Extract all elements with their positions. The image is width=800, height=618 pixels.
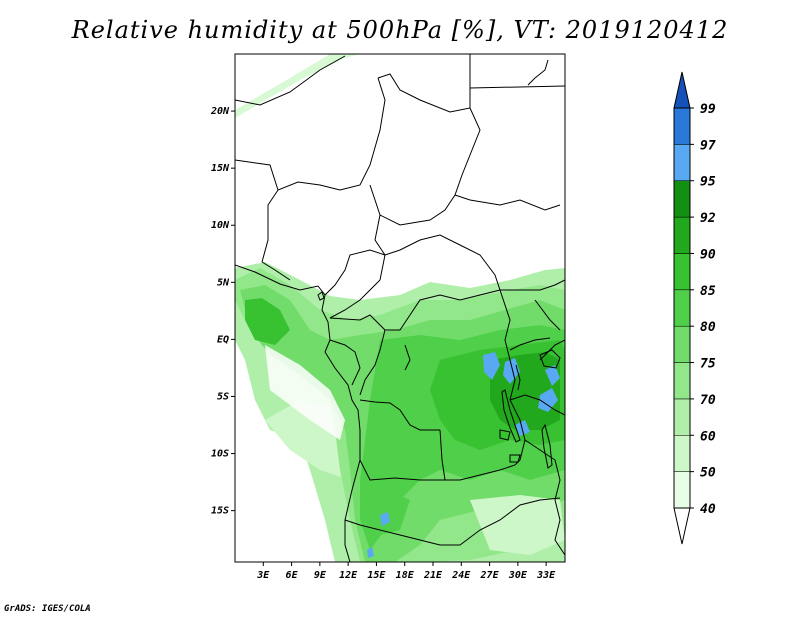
colorbar-box bbox=[673, 289, 691, 327]
lon-tick-label: 27E bbox=[480, 570, 500, 581]
colorbar-label: 75 bbox=[700, 357, 716, 372]
colorbar-box bbox=[673, 107, 691, 145]
colorbar-box bbox=[673, 325, 691, 363]
colorbar-label: 80 bbox=[700, 320, 716, 335]
lon-tick-label: 6E bbox=[286, 570, 299, 581]
humidity-region-dry-coast bbox=[265, 345, 345, 440]
colorbar-low-arrow bbox=[673, 507, 691, 545]
colorbar-box bbox=[673, 253, 691, 291]
map-frame bbox=[234, 53, 566, 563]
lake-victoria bbox=[539, 349, 561, 369]
colorbar-box bbox=[673, 398, 691, 436]
coastline-west-africa bbox=[235, 264, 361, 562]
lat-tick-label: 5S bbox=[217, 391, 229, 402]
lon-tick-label: 21E bbox=[423, 570, 443, 581]
humidity-field bbox=[235, 54, 565, 562]
lon-tick-label: 30E bbox=[508, 570, 528, 581]
lat-tick-label: 10S bbox=[211, 449, 229, 460]
lat-tick-label: 5N bbox=[217, 277, 230, 288]
colorbar-label: 70 bbox=[700, 393, 716, 408]
lon-tick-label: 15E bbox=[367, 570, 386, 581]
colorbar-box bbox=[673, 180, 691, 218]
lon-tick-label: 33E bbox=[536, 570, 556, 581]
colorbar-frame bbox=[673, 107, 691, 509]
colorbar-label: 97 bbox=[700, 138, 716, 153]
lat-tick-label: EQ bbox=[217, 334, 229, 345]
colorbar-box bbox=[673, 216, 691, 254]
colorbar-label: 60 bbox=[700, 429, 716, 444]
lake-malawi bbox=[541, 423, 553, 469]
lon-tick-label: 9E bbox=[314, 570, 327, 581]
colorbar-box bbox=[673, 435, 691, 472]
colorbar-label: 50 bbox=[700, 466, 716, 481]
colorbar-box bbox=[673, 471, 691, 509]
colorbar-label: 92 bbox=[700, 211, 716, 226]
lat-tick-label: 10N bbox=[211, 220, 230, 231]
lat-tick-label: 15S bbox=[211, 506, 229, 517]
map-title: Relative humidity at 500hPa [%], VT: 201… bbox=[71, 16, 729, 44]
lake-tanganyika bbox=[501, 389, 521, 443]
colorbar-label: 90 bbox=[700, 247, 716, 262]
lon-tick-label: 18E bbox=[396, 570, 415, 581]
colorbar-label: 99 bbox=[700, 102, 716, 117]
grads-credit: GrADS: IGES/COLA bbox=[4, 604, 91, 614]
colorbar-box bbox=[673, 144, 691, 181]
colorbar-label: 85 bbox=[700, 284, 716, 299]
lon-tick-label: 3E bbox=[256, 570, 270, 581]
longitude-ticks: 3E 6E 9E 12E 15E 18E 21E 24E 27E 30E 33E bbox=[256, 562, 556, 581]
latitude-ticks: 20N 15N 10N 5N EQ 5S 10S 15S bbox=[210, 106, 235, 517]
colorbar-high-arrow bbox=[673, 71, 691, 109]
country-borders bbox=[235, 54, 565, 562]
lon-tick-label: 24E bbox=[451, 570, 471, 581]
humidity-patch-high bbox=[483, 352, 500, 380]
lon-tick-label: 12E bbox=[339, 570, 358, 581]
colorbar-label: 40 bbox=[700, 502, 716, 517]
colorbar: 40 50 60 70 75 80 85 90 92 95 97 99 bbox=[673, 71, 716, 545]
colorbar-label: 95 bbox=[700, 175, 716, 190]
lat-tick-label: 20N bbox=[210, 106, 230, 117]
lat-tick-label: 15N bbox=[211, 163, 230, 174]
colorbar-box bbox=[673, 362, 691, 400]
